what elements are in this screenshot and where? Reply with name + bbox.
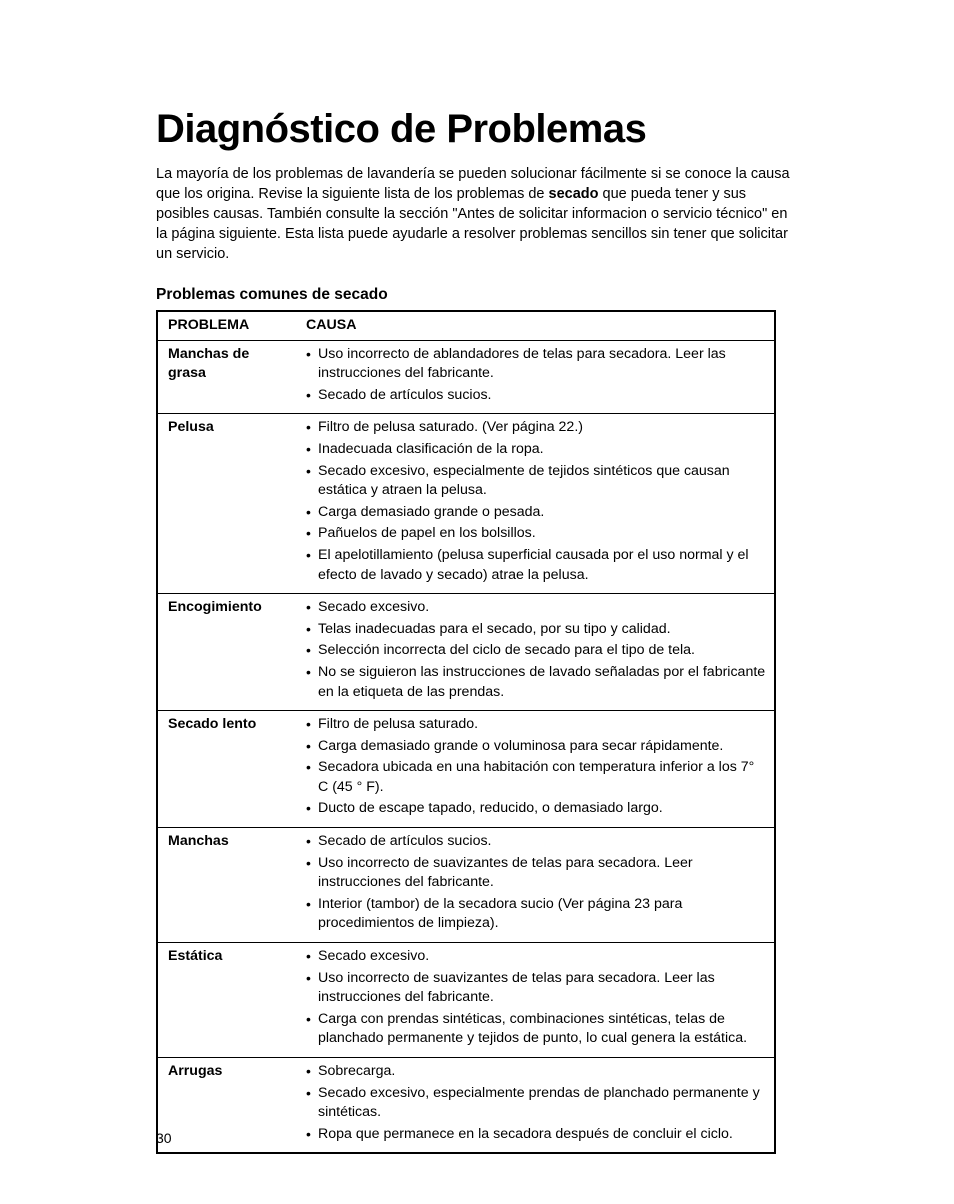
- causa-list: Filtro de pelusa saturado. (Ver página 2…: [306, 418, 766, 587]
- col-header-causa: CAUSA: [296, 311, 775, 340]
- causa-item: Carga demasiado grande o pesada.: [306, 503, 766, 525]
- causa-item: Secado excesivo, especialmente prendas d…: [306, 1084, 766, 1125]
- document-page: Diagnóstico de Problemas La mayoría de l…: [0, 0, 954, 1204]
- causa-item: Carga demasiado grande o voluminosa para…: [306, 737, 766, 759]
- causa-item: Secado excesivo.: [306, 947, 766, 969]
- causa-item: Selección incorrecta del ciclo de secado…: [306, 641, 766, 663]
- causa-item: Uso incorrecto de ablandadores de telas …: [306, 345, 766, 386]
- causa-list: Secado excesivo.Telas inadecuadas para e…: [306, 598, 766, 704]
- causa-list: Uso incorrecto de ablandadores de telas …: [306, 345, 766, 408]
- causa-cell: Filtro de pelusa saturado. (Ver página 2…: [296, 414, 775, 594]
- causa-item: No se siguieron las instrucciones de lav…: [306, 663, 766, 704]
- causa-item: Uso incorrecto de suavizantes de telas p…: [306, 969, 766, 1010]
- page-title: Diagnóstico de Problemas: [156, 108, 814, 150]
- problema-cell: Pelusa: [157, 414, 296, 594]
- page-number: 30: [156, 1130, 172, 1146]
- table-row: Pelusa Filtro de pelusa saturado. (Ver pá…: [157, 414, 775, 594]
- intro-paragraph: La mayoría de los problemas de lavanderí…: [156, 164, 796, 264]
- causa-cell: Secado excesivo.Telas inadecuadas para e…: [296, 594, 775, 711]
- causa-item: Telas inadecuadas para el secado, por su…: [306, 620, 766, 642]
- causa-list: Sobrecarga.Secado excesivo, especialment…: [306, 1062, 766, 1146]
- causa-item: Ducto de escape tapado, reducido, o dema…: [306, 799, 766, 821]
- causa-cell: Secado de artículos sucios.Uso incorrect…: [296, 828, 775, 943]
- causa-item: Ropa que permanece en la secadora despué…: [306, 1125, 766, 1147]
- causa-item: Secadora ubicada en una habitación con t…: [306, 758, 766, 799]
- causa-item: Interior (tambor) de la secadora sucio (…: [306, 895, 766, 936]
- causa-item: Secado de artículos sucios.: [306, 386, 766, 408]
- table-row: EncogimientoSecado excesivo.Telas inadec…: [157, 594, 775, 711]
- causa-list: Secado excesivo.Uso incorrecto de suaviz…: [306, 947, 766, 1051]
- causa-cell: Filtro de pelusa saturado.Carga demasiad…: [296, 711, 775, 828]
- table-row: EstáticaSecado excesivo.Uso incorrecto d…: [157, 943, 775, 1058]
- table-row: ArrugasSobrecarga.Secado excesivo, espec…: [157, 1058, 775, 1154]
- causa-cell: Sobrecarga.Secado excesivo, especialment…: [296, 1058, 775, 1154]
- causa-cell: Secado excesivo.Uso incorrecto de suaviz…: [296, 943, 775, 1058]
- causa-item: Uso incorrecto de suavizantes de telas p…: [306, 854, 766, 895]
- problema-cell: Manchas: [157, 828, 296, 943]
- problema-cell: Encogimiento: [157, 594, 296, 711]
- troubleshooting-table: PROBLEMA CAUSA Manchas de grasaUso incor…: [156, 310, 776, 1154]
- section-subhead: Problemas comunes de secado: [156, 286, 814, 304]
- causa-item: Secado excesivo, especialmente de tejido…: [306, 462, 766, 503]
- table-row: Manchas de grasaUso incorrecto de abland…: [157, 340, 775, 414]
- col-header-problema: PROBLEMA: [157, 311, 296, 340]
- causa-list: Filtro de pelusa saturado.Carga demasiad…: [306, 715, 766, 821]
- problema-cell: Estática: [157, 943, 296, 1058]
- causa-item: Filtro de pelusa saturado. (Ver página 2…: [306, 418, 766, 440]
- causa-item: Secado excesivo.: [306, 598, 766, 620]
- problema-cell: Secado lento: [157, 711, 296, 828]
- problema-cell: Arrugas: [157, 1058, 296, 1154]
- table-header-row: PROBLEMA CAUSA: [157, 311, 775, 340]
- causa-item: El apelotillamiento (pelusa superficial …: [306, 546, 766, 587]
- causa-item: Secado de artículos sucios.: [306, 832, 766, 854]
- causa-cell: Uso incorrecto de ablandadores de telas …: [296, 340, 775, 414]
- causa-list: Secado de artículos sucios.Uso incorrect…: [306, 832, 766, 936]
- table-row: ManchasSecado de artículos sucios.Uso in…: [157, 828, 775, 943]
- causa-item: Carga con prendas sintéticas, combinacio…: [306, 1010, 766, 1051]
- table-row: Secado lentoFiltro de pelusa saturado.Ca…: [157, 711, 775, 828]
- causa-item: Pañuelos de papel en los bolsillos.: [306, 524, 766, 546]
- causa-item: Filtro de pelusa saturado.: [306, 715, 766, 737]
- causa-item: Sobrecarga.: [306, 1062, 766, 1084]
- problema-cell: Manchas de grasa: [157, 340, 296, 414]
- causa-item: Inadecuada clasificación de la ropa.: [306, 440, 766, 462]
